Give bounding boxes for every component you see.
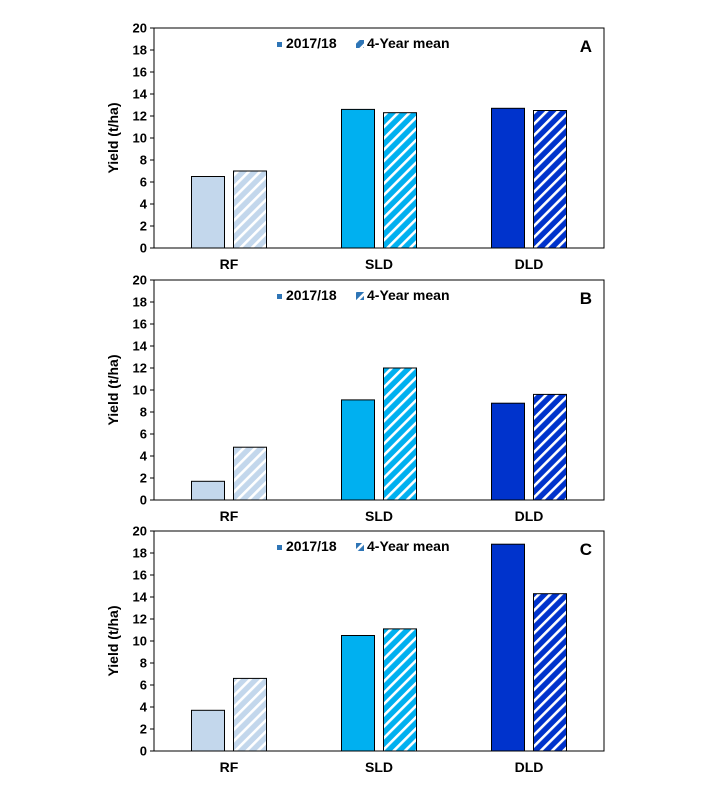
legend-swatch-2017-18 [277,294,282,299]
y-tick-label: 16 [133,568,147,583]
y-tick-label: 8 [140,656,147,671]
y-tick-label: 20 [133,273,147,288]
bar-rf-2017-18 [191,709,225,752]
y-tick-label: 14 [133,87,148,102]
y-tick-label: 2 [140,219,147,234]
y-tick-label: 4 [140,449,148,464]
y-tick-label: 14 [133,590,148,605]
y-tick-label: 8 [140,405,147,420]
category-label: DLD [515,256,544,272]
bar-dld-2017-18 [491,543,525,752]
bar-sld-2017-18 [341,399,375,501]
legend: 2017/18 4-Year mean [277,538,450,554]
chart-panel-a: 0 2 4 6 8 10 12 14 16 18 20 Yield (t/ha) RF SLD DLD 201… [105,21,605,272]
bar-rf-4-year-mean [233,446,267,501]
bar-rf-4-year-mean [233,677,267,752]
y-axis-label: Yield (t/ha) [105,605,121,676]
legend-swatch-2017-18 [277,545,282,550]
y-tick-label: 12 [133,361,147,376]
y-tick-label: 10 [133,634,147,649]
y-tick-label: 6 [140,427,147,442]
category-label: DLD [515,508,544,524]
y-tick-label: 4 [140,700,148,715]
legend-label-2017-18: 2017/18 [286,287,337,303]
legend-swatch-4-year-mean [356,543,364,551]
bar-sld-4-year-mean [383,367,417,501]
y-tick-label: 2 [140,722,147,737]
legend-label-4-year-mean: 4-Year mean [367,538,450,554]
category-label: RF [220,508,239,524]
bar-rf-2017-18 [191,480,225,501]
y-tick-label: 6 [140,678,147,693]
category-label: SLD [365,256,393,272]
bar-sld-4-year-mean [383,628,417,752]
y-tick-label: 18 [133,43,147,58]
bar-rf-2017-18 [191,176,225,249]
category-label: RF [220,759,239,775]
y-tick-label: 12 [133,612,147,627]
bar-dld-4-year-mean [533,393,567,501]
y-tick-label: 0 [140,493,147,508]
y-tick-label: 0 [140,744,147,759]
chart-panel-b: 0 2 4 6 8 10 12 14 16 18 20 Yield (t/ha) RF SLD DLD 201… [105,273,605,524]
y-tick-label: 0 [140,241,147,256]
bar-rf-4-year-mean [233,170,267,249]
panel-letter: C [580,540,592,559]
y-tick-label: 10 [133,383,147,398]
category-label: SLD [365,508,393,524]
bar-dld-4-year-mean [533,110,567,249]
y-tick-label: 2 [140,471,147,486]
bar-dld-2017-18 [491,402,525,501]
y-axis-label: Yield (t/ha) [105,102,121,173]
legend-label-4-year-mean: 4-Year mean [367,287,450,303]
y-tick-label: 16 [133,65,147,80]
bar-sld-2017-18 [341,635,375,752]
bar-sld-2017-18 [341,108,375,249]
legend: 2017/18 4-Year mean [277,287,450,303]
bar-sld-4-year-mean [383,112,417,249]
y-tick-label: 18 [133,546,147,561]
panel-letter: B [580,289,592,308]
panel-letter: A [580,37,592,56]
y-tick-label: 20 [133,21,147,36]
y-tick-label: 8 [140,153,147,168]
y-tick-label: 18 [133,295,147,310]
chart-panel-c: 0 2 4 6 8 10 12 14 16 18 20 Yield (t/ha) RF SLD DLD 201… [105,524,605,775]
bar-dld-2017-18 [491,107,525,249]
y-tick-label: 4 [140,197,148,212]
y-tick-label: 16 [133,317,147,332]
legend-swatch-2017-18 [277,42,282,47]
y-tick-label: 14 [133,339,148,354]
legend-label-2017-18: 2017/18 [286,538,337,554]
y-tick-label: 10 [133,131,147,146]
legend-swatch-4-year-mean [356,292,364,300]
y-tick-label: 20 [133,524,147,539]
legend-label-4-year-mean: 4-Year mean [367,35,450,51]
bar-dld-4-year-mean [533,593,567,752]
y-tick-label: 6 [140,175,147,190]
legend-label-2017-18: 2017/18 [286,35,337,51]
category-label: RF [220,256,239,272]
legend: 2017/18 4-Year mean [277,35,450,51]
legend-swatch-4-year-mean [356,40,364,48]
category-label: SLD [365,759,393,775]
category-label: DLD [515,759,544,775]
y-tick-label: 12 [133,109,147,124]
y-axis-label: Yield (t/ha) [105,354,121,425]
